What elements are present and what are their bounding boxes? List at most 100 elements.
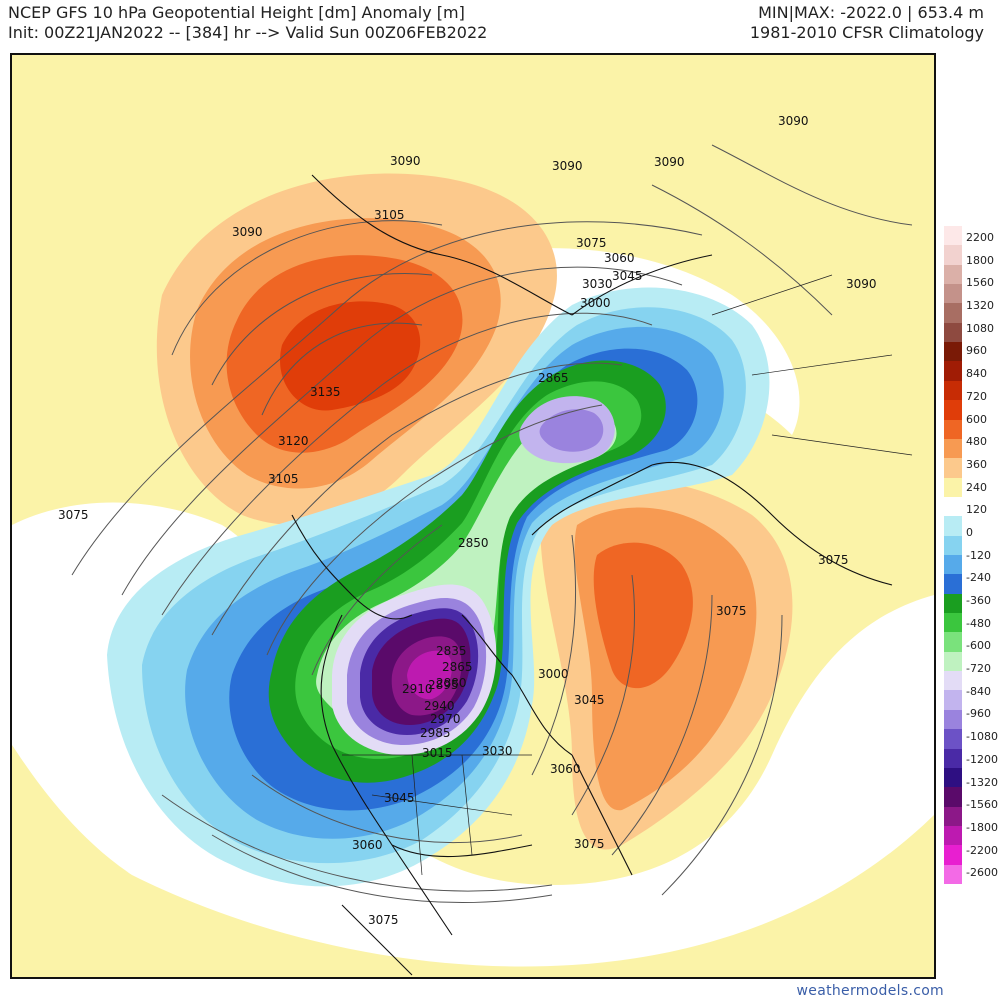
legend-label: 1320: [966, 299, 994, 313]
legend-label: 480: [966, 435, 987, 449]
legend-swatch: [944, 593, 962, 614]
legend-label: -2200: [966, 843, 998, 857]
legend-label: -1800: [966, 820, 998, 834]
legend-swatch: [944, 361, 962, 382]
legend-swatch: [944, 651, 962, 672]
legend-swatch: [944, 613, 962, 633]
contour-label: 3090: [552, 159, 583, 173]
geopotential-contours: [71, 144, 913, 903]
contour-label: 3090: [390, 154, 421, 168]
contour-label: 2880: [436, 676, 467, 690]
legend-swatch: [944, 767, 962, 788]
legend-label: -240: [966, 571, 991, 585]
contour-label: 3075: [368, 913, 399, 927]
legend-swatch: [944, 380, 962, 401]
coastlines: [291, 174, 893, 976]
legend-swatch: [944, 245, 962, 266]
legend-swatch: [944, 864, 962, 885]
contour-label: 3120: [278, 434, 309, 448]
negative-anomaly-purple-lobe: [539, 409, 604, 452]
legend-label: -1560: [966, 798, 998, 812]
contour-label: 3015: [422, 746, 453, 760]
contour-label: 3135: [310, 385, 341, 399]
positive-anomaly-atlantic-core: [593, 542, 693, 689]
contour-label: 3045: [574, 693, 605, 707]
climatology-label: 1981-2010 CFSR Climatology: [749, 23, 984, 42]
legend-label: 1080: [966, 321, 994, 335]
legend-swatch: [944, 806, 962, 827]
contour-label: 3075: [716, 604, 747, 618]
contour-label-layer: 3090 3090 3090 3090 3090 3090 3105 3105 …: [58, 114, 877, 927]
legend-label: -480: [966, 616, 991, 630]
legend-swatch: [944, 555, 962, 575]
anomaly-field-svg: 3090 3090 3090 3090 3090 3090 3105 3105 …: [12, 55, 934, 977]
header-left: NCEP GFS 10 hPa Geopotential Height [dm]…: [8, 3, 487, 43]
legend-swatch: [944, 787, 962, 808]
legend-label: 360: [966, 457, 987, 471]
contour-label: 3090: [846, 277, 877, 291]
contour-label: 3090: [232, 225, 263, 239]
legend-swatch: [944, 303, 962, 324]
color-scale-legend: 2200 1800 1560 1320 1080 960 840 720 600 480 360 24…: [944, 226, 998, 885]
negative-anomaly-bright-magenta: [407, 650, 452, 700]
legend-swatch: [944, 748, 962, 769]
legend-swatch: [944, 322, 962, 343]
legend-label: -360: [966, 594, 991, 608]
contour-label: 3060: [550, 762, 581, 776]
legend-swatch: [944, 535, 962, 556]
map-title: NCEP GFS 10 hPa Geopotential Height [dm]…: [8, 3, 465, 22]
min-max-readout: MIN|MAX: -2022.0 | 653.4 m: [758, 3, 984, 22]
legend-swatch: [944, 438, 962, 459]
legend-swatch: [944, 477, 962, 498]
contour-label: 3060: [604, 251, 635, 265]
legend-swatch: [944, 825, 962, 846]
contour-label: 2940: [424, 699, 455, 713]
legend-label: -2600: [966, 866, 998, 880]
contour-label: 2865: [442, 660, 473, 674]
legend-label: -600: [966, 639, 991, 653]
legend-label: 840: [966, 367, 987, 381]
legend-swatch: [944, 342, 962, 362]
legend-label: 720: [966, 389, 987, 403]
legend-swatch: [944, 845, 962, 866]
legend-swatch: [944, 671, 962, 691]
legend-label: 0: [966, 525, 973, 539]
contour-label: 3105: [374, 208, 405, 222]
legend-swatch: [944, 419, 962, 440]
legend-swatch: [944, 226, 962, 246]
legend-label: -720: [966, 662, 991, 676]
contour-label: 3090: [654, 155, 685, 169]
contour-label: 3045: [612, 269, 643, 283]
legend-swatch: [944, 458, 962, 479]
legend-swatch: [944, 709, 962, 730]
contour-label: 3060: [352, 838, 383, 852]
legend-label: -840: [966, 684, 991, 698]
contour-label: 2865: [538, 371, 569, 385]
legend-swatch: [944, 264, 962, 285]
legend-swatch: [944, 690, 962, 711]
contour-label: 2835: [436, 644, 467, 658]
legend-label: -120: [966, 548, 991, 562]
contour-label: 3075: [58, 508, 89, 522]
contour-label: 3075: [576, 236, 607, 250]
legend-label: -960: [966, 707, 991, 721]
legend-label: 1560: [966, 276, 994, 290]
init-valid-time: Init: 00Z21JAN2022 -- [384] hr --> Valid…: [8, 23, 488, 42]
contour-label: 2850: [458, 536, 489, 550]
legend-swatch: [944, 729, 962, 750]
legend-label: 960: [966, 344, 987, 358]
legend-swatch: [944, 632, 962, 653]
legend-label: 1800: [966, 253, 994, 267]
legend-label: 240: [966, 480, 987, 494]
contour-label: 3030: [482, 744, 513, 758]
legend-label: 120: [966, 503, 987, 517]
contour-label: 2895: [428, 678, 459, 692]
legend-label: -1080: [966, 730, 998, 744]
political-boundaries: [342, 274, 913, 876]
legend-swatch: [944, 496, 962, 517]
legend-swatch: [944, 516, 962, 537]
legend-label: 2200: [966, 231, 994, 244]
legend-label: -1320: [966, 775, 998, 789]
legend-swatch: [944, 284, 962, 304]
contour-label: 3000: [580, 296, 611, 310]
